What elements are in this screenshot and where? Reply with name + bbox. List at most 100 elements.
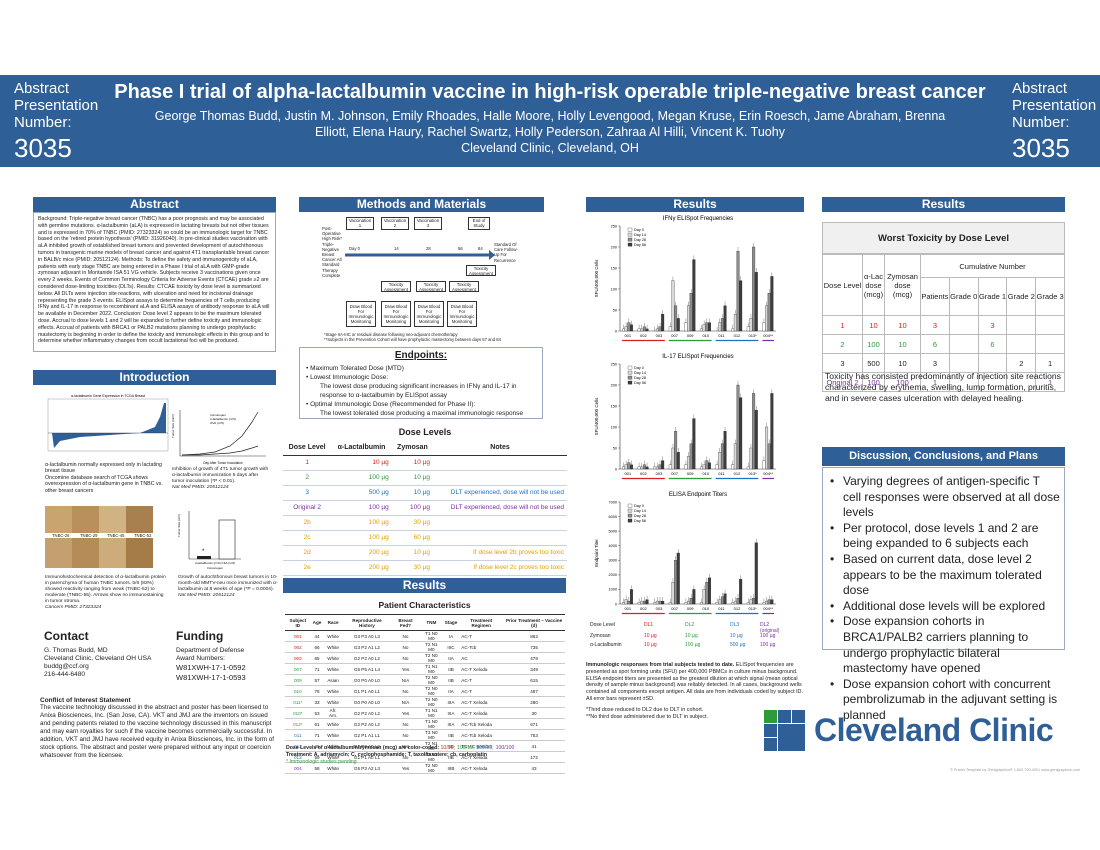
bar-day-14 [640, 328, 644, 332]
bar-day-56 [739, 579, 743, 605]
x-tick-label: 013* [748, 333, 757, 338]
x-tick-label: 012 [734, 606, 741, 611]
cfa-bar [218, 519, 236, 560]
bar-day-14 [733, 600, 737, 605]
ihc-label: TNBC-26 [52, 533, 70, 538]
funding-line: W81XWH-17-1-0593 [176, 673, 246, 682]
bar-day-14 [671, 581, 675, 605]
bar-day-28 [720, 443, 724, 470]
y-tick-label: 100 [611, 287, 617, 291]
endpoint-detail: The lowest tolerated dose producing a ma… [320, 410, 524, 417]
bar-day-14 [671, 447, 675, 470]
ihc-label: TNBC-29 [80, 533, 98, 538]
x-tick-label: 009 [687, 471, 694, 476]
dose-color-legend-item: 100/10; [456, 745, 475, 751]
timeline-day: 28 [426, 246, 431, 251]
y-tick-label: 0 [615, 467, 617, 471]
x-tick-label: 012 [734, 471, 741, 476]
x-tick-label: 013* [748, 606, 757, 611]
dose-levels-title: Dose Levels [398, 427, 452, 437]
bar-day-14 [749, 318, 753, 332]
y-tick-label: 250 [611, 362, 617, 366]
bar-day-14 [718, 452, 722, 470]
endpoint-item: • Maximum Tolerated Dose (MTD) [306, 365, 404, 372]
bar-day-56 [661, 314, 665, 332]
bar-day-0 [746, 602, 750, 605]
bar-day-14 [687, 305, 691, 332]
bar-day-0 [622, 466, 625, 470]
intro-bullets: α-lactalbumin normally expressed only in… [45, 462, 170, 494]
bar-day-0 [684, 602, 688, 605]
dose-level-row: 2d 200 µg 10 µg If dose level 2b proves too… [283, 545, 567, 561]
bar-day-56 [707, 322, 711, 332]
x-tick-label: 004** [763, 606, 773, 611]
legend-swatch [627, 365, 633, 370]
poster-title: Phase I trial of alpha-lactalbumin vacci… [114, 81, 986, 103]
growth-legend-item: OVA (n=5) [210, 421, 224, 425]
bar-day-0 [762, 322, 766, 332]
x-tick-label: 007 [671, 333, 678, 338]
timeline-arrow [345, 250, 495, 260]
ihc-caption: Immunohistochemical detection of α-lacta… [45, 575, 166, 610]
chart-ylabel: SFU/400,000 Cells [594, 259, 599, 298]
template-footer: © Poster Template by Genigraphics® 1.800… [950, 768, 1080, 772]
bar-day-0 [637, 328, 641, 332]
contact-email[interactable]: buddg@ccf.org [44, 663, 89, 670]
bar-day-28 [658, 600, 662, 605]
y-tick-label: 2000 [609, 573, 617, 577]
bar-day-0 [746, 326, 750, 332]
chart-ylabel: SFU/400,000 Cells [594, 397, 599, 436]
ihc-image [72, 538, 99, 568]
x-tick-label: 004** [763, 471, 773, 476]
endpoint-detail: The lowest dose producing significant in… [320, 383, 517, 399]
x-tick-label: 001 [624, 471, 631, 476]
bar-day-28 [674, 305, 678, 332]
endpoint-item: • Lowest Immunologic Dose: [306, 374, 389, 381]
bar-day-28 [767, 599, 771, 605]
bar-day-28 [642, 464, 646, 470]
tcga-plot-title: α-lactalbumin Gene Expression in TCGA Br… [71, 394, 145, 398]
bar-day-28 [752, 393, 756, 470]
legend-swatch [627, 513, 633, 518]
bar-day-14 [687, 600, 691, 605]
bar-day-56 [770, 276, 774, 332]
bar-day-14 [640, 466, 644, 470]
bar-day-28 [689, 293, 693, 332]
schema-footnote: **Subjects in the Prevention Cohort will… [324, 337, 501, 342]
bar-day-56 [661, 600, 665, 605]
bar-day-56 [723, 593, 727, 605]
abstract-box: Background: Triple-negative breast cance… [33, 212, 276, 352]
funding-line: Department of Defense [176, 647, 245, 654]
blood-draw-box: Draw Blood For Immunologic Monitoring [381, 301, 411, 327]
bar-day-28 [627, 322, 631, 332]
schema-side-label: Post-Operative High Risk* Triple-Negativ… [322, 226, 343, 278]
legend-swatch [627, 232, 633, 237]
bar-day-0 [637, 466, 641, 470]
bar-day-0 [668, 602, 672, 605]
bar-day-14 [687, 456, 691, 470]
bar-day-14 [624, 326, 628, 332]
toxicity-assessment-box: Toxicity Assessment [466, 265, 496, 276]
toxicity-table-title: Worst Toxicity by Dose Level [822, 222, 1065, 254]
toxicity-row: 3 500 10 3 2 1 [822, 353, 1065, 373]
coi-section: Conflict of Interest Statement The vacci… [40, 697, 278, 760]
bar-day-0 [715, 464, 719, 470]
legend-swatch [627, 518, 633, 523]
tcga-expression-area [52, 403, 166, 448]
discussion-box: Varying degrees of antigen-specific T ce… [822, 467, 1065, 722]
y-tick-label: 4000 [609, 544, 617, 548]
bar-day-56 [739, 397, 743, 470]
contact-phone: 216-444-6480 [44, 671, 86, 678]
intro-bullet: Oncomine database search of TCGA shows o… [45, 474, 163, 494]
bar-day-56 [754, 272, 758, 332]
x-tick-label: 004** [763, 333, 773, 338]
x-tick-label: 002 [640, 606, 647, 611]
contact-heading: Contact [44, 629, 89, 643]
legend-swatch [627, 503, 633, 508]
endpoints-title: Endpoints: [394, 350, 448, 361]
bar-day-14 [624, 599, 628, 605]
vaccination-2-box: Vaccination 2 [381, 217, 409, 230]
dose-color-legend-item: 10/10; [440, 745, 455, 751]
bar-day-0 [668, 464, 672, 470]
